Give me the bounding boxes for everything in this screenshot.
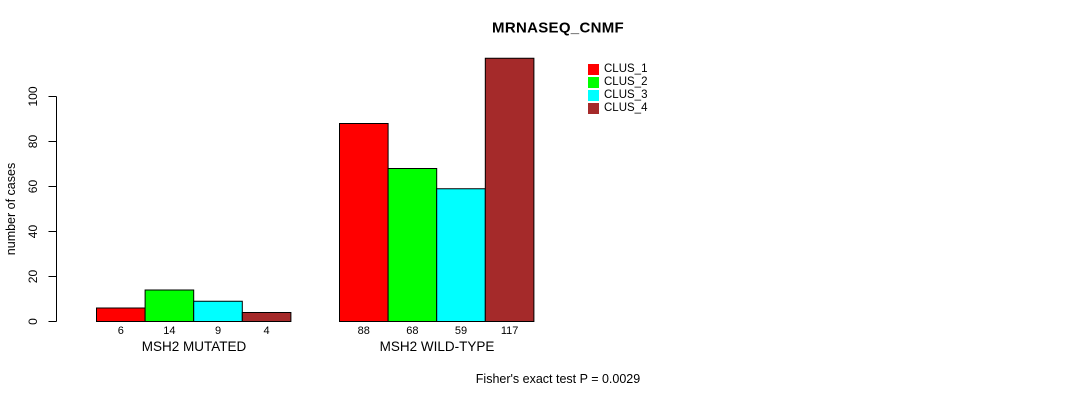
y-axis-tick-label: 60 (26, 180, 40, 194)
bar-clus_1-group2 (339, 123, 389, 322)
y-axis-tick-label: 40 (26, 225, 40, 239)
bar-value-label: 68 (406, 325, 418, 337)
bar-clus_3-group1 (193, 300, 243, 322)
legend-swatch-clus-3 (588, 90, 599, 101)
stat-test-caption: Fisher's exact test P = 0.0029 (475, 372, 641, 386)
legend-label: CLUS_1 (604, 63, 648, 75)
bar-value-label: 14 (163, 325, 175, 337)
chart-title: MRNASEQ_CNMF (492, 19, 624, 37)
legend-swatch-clus-2 (588, 77, 599, 88)
legend-swatch-clus-4 (588, 103, 599, 114)
legend: CLUS_1 CLUS_2 CLUS_3 CLUS_4 (588, 63, 647, 115)
bar-value-label: 4 (264, 325, 270, 337)
bar-value-label: 59 (455, 325, 467, 337)
legend-item-clus-3: CLUS_3 (588, 89, 647, 102)
bar-clus_4-group1 (241, 312, 292, 322)
y-axis-title: number of cases (4, 162, 18, 256)
legend-swatch-clus-1 (588, 64, 599, 75)
y-axis-tick-label: 20 (26, 270, 40, 284)
bar-value-label: 88 (358, 325, 370, 337)
bar-clus_3-group2 (436, 188, 486, 322)
bar-clus_1-group1 (96, 307, 146, 322)
legend-label: CLUS_3 (604, 89, 648, 101)
bar-value-label: 117 (501, 325, 519, 337)
bar-clus_4-group2 (484, 57, 535, 322)
y-axis-tick-label: 80 (26, 135, 40, 149)
x-axis-group-label-msh2-mutated: MSH2 MUTATED (141, 339, 247, 354)
legend-item-clus-4: CLUS_4 (588, 102, 647, 115)
legend-label: CLUS_2 (604, 76, 648, 88)
legend-label: CLUS_4 (604, 102, 648, 114)
bar-clus_2-group1 (144, 289, 195, 322)
y-axis-tick-label: 100 (26, 86, 40, 106)
bar-value-label: 9 (215, 325, 221, 337)
legend-item-clus-1: CLUS_1 (588, 63, 647, 76)
x-axis-group-label-msh2-wild-type: MSH2 WILD-TYPE (379, 339, 495, 354)
legend-item-clus-2: CLUS_2 (588, 76, 647, 89)
bar-clus_2-group2 (387, 168, 438, 322)
bar-value-label: 6 (118, 325, 124, 337)
y-axis-tick-label: 0 (26, 318, 40, 325)
